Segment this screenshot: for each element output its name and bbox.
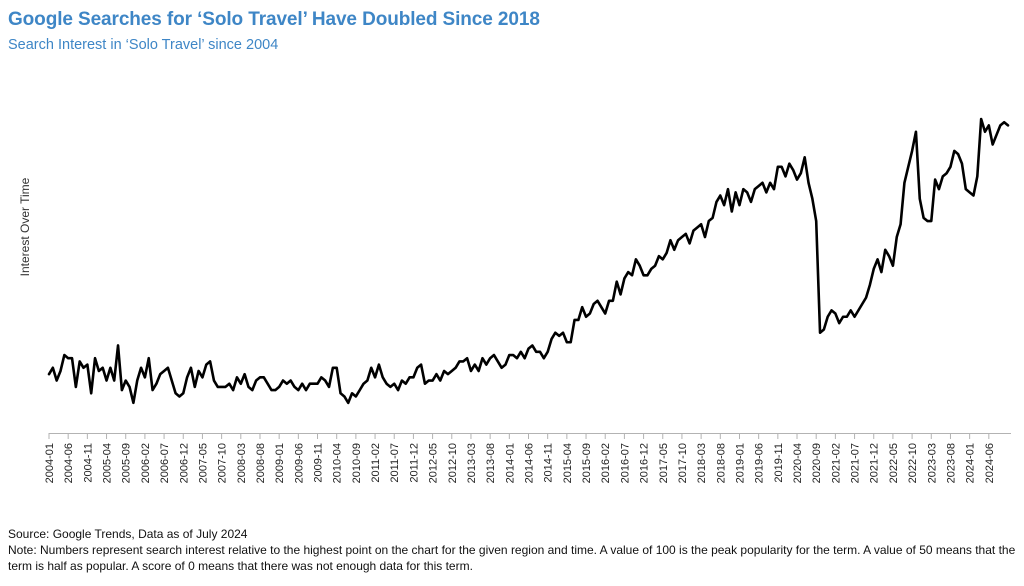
x-tick-label: 2019-01 — [734, 443, 746, 483]
x-tick-label: 2010-04 — [332, 443, 344, 483]
x-tick-label: 2019-11 — [773, 443, 785, 483]
x-tick-label: 2015-04 — [562, 443, 574, 483]
chart-subtitle: Search Interest in ‘Solo Travel’ since 2… — [8, 37, 279, 53]
x-axis-tick-labels: 2004-01 2004-06 2004-11 2005-04 2005-09 2006-… — [44, 443, 996, 483]
x-tick-label: 2007-05 — [197, 443, 209, 483]
x-tick-label: 2012-05 — [428, 443, 440, 483]
x-tick-label: 2009-01 — [274, 443, 286, 483]
x-tick-label: 2024-06 — [984, 443, 996, 483]
x-tick-label: 2024-01 — [965, 443, 977, 483]
x-tick-label: 2018-08 — [715, 443, 727, 483]
x-tick-label: 2014-11 — [543, 443, 555, 483]
y-axis-label: Interest Over Time — [18, 177, 32, 276]
x-tick-label: 2016-12 — [639, 443, 651, 483]
x-tick-label: 2007-10 — [217, 443, 229, 483]
x-tick-label: 2006-12 — [178, 443, 190, 483]
x-tick-label: 2011-12 — [408, 443, 420, 483]
x-tick-label: 2008-03 — [236, 443, 248, 483]
source-text: Source: Google Trends, Data as of July 2… — [8, 527, 248, 541]
x-tick-label: 2017-05 — [658, 443, 670, 483]
x-tick-label: 2009-06 — [293, 443, 305, 483]
chart-title: Google Searches for ‘Solo Travel’ Have D… — [8, 9, 540, 30]
x-tick-label: 2006-02 — [140, 443, 152, 483]
x-tick-label: 2021-12 — [869, 443, 881, 483]
x-tick-label: 2011-07 — [389, 443, 401, 483]
x-tick-label: 2020-04 — [792, 443, 804, 483]
x-tick-label: 2017-10 — [677, 443, 689, 483]
x-tick-label: 2006-07 — [159, 443, 171, 483]
x-tick-label: 2022-05 — [888, 443, 900, 483]
x-tick-label: 2011-02 — [370, 443, 382, 483]
x-tick-label: 2005-04 — [102, 443, 114, 483]
x-tick-label: 2014-06 — [524, 443, 536, 483]
x-tick-label: 2023-08 — [945, 443, 957, 483]
x-tick-label: 2004-06 — [63, 443, 75, 483]
x-tick-label: 2004-01 — [44, 443, 56, 483]
x-tick-label: 2008-08 — [255, 443, 267, 483]
x-tick-label: 2022-10 — [907, 443, 919, 483]
x-tick-label: 2023-03 — [926, 443, 938, 483]
x-tick-label: 2009-11 — [313, 443, 325, 483]
x-tick-label: 2016-07 — [619, 443, 631, 483]
x-axis-ticks — [48, 433, 990, 439]
footer: Source: Google Trends, Data as of July 2… — [8, 526, 1016, 574]
x-tick-label: 2013-03 — [466, 443, 478, 483]
x-tick-label: 2010-09 — [351, 443, 363, 483]
x-tick-label: 2014-01 — [504, 443, 516, 483]
x-tick-label: 2018-03 — [696, 443, 708, 483]
x-tick-label: 2019-06 — [754, 443, 766, 483]
x-tick-label: 2015-09 — [581, 443, 593, 483]
line-chart: Interest Over Time 2004-01 2004-06 2004-11… — [18, 117, 1011, 483]
x-tick-label: 2020-09 — [811, 443, 823, 483]
x-tick-label: 2012-10 — [447, 443, 459, 483]
series-line — [47, 117, 1010, 405]
x-tick-label: 2004-11 — [82, 443, 94, 483]
x-tick-label: 2021-02 — [830, 443, 842, 483]
x-tick-label: 2016-02 — [600, 443, 612, 483]
note-text: Note: Numbers represent search interest … — [8, 543, 1016, 573]
x-tick-label: 2005-09 — [121, 443, 133, 483]
x-tick-label: 2013-08 — [485, 443, 497, 483]
x-tick-label: 2021-07 — [850, 443, 862, 483]
